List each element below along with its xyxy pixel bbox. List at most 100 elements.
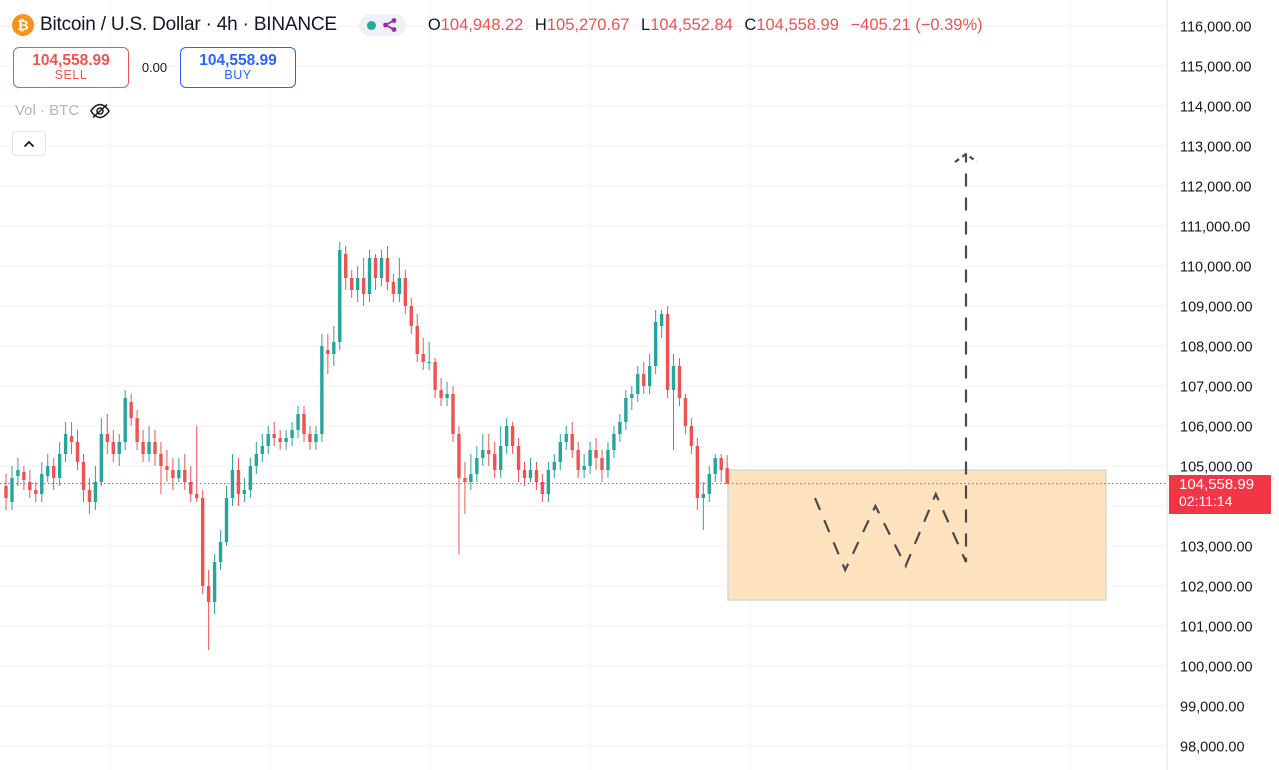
candle bbox=[457, 426, 461, 554]
candle bbox=[564, 426, 568, 450]
candle-body bbox=[87, 490, 92, 502]
candle-body bbox=[594, 450, 598, 458]
candle-body bbox=[165, 466, 169, 470]
candle-body bbox=[415, 326, 419, 354]
price-scale[interactable]: 116,000.00 115,000.00 114,000.00 113,000.00… bbox=[1166, 0, 1253, 770]
candle-body bbox=[63, 434, 68, 454]
candle bbox=[600, 450, 604, 482]
candle-body bbox=[558, 442, 562, 462]
candle-body bbox=[147, 442, 151, 454]
projection-path-layer bbox=[813, 152, 978, 573]
candle-body bbox=[647, 366, 652, 386]
candle bbox=[135, 410, 139, 450]
candle bbox=[93, 466, 98, 510]
candle bbox=[111, 430, 115, 462]
open-value: 104,948.22 bbox=[440, 15, 524, 34]
market-status-pill[interactable] bbox=[358, 14, 406, 36]
candle-body bbox=[123, 398, 127, 442]
candle-body bbox=[463, 478, 467, 482]
candle bbox=[57, 442, 62, 486]
candle bbox=[302, 406, 306, 442]
candle-body bbox=[403, 278, 408, 306]
bar-countdown: 02:11:14 bbox=[1179, 492, 1233, 509]
price-tick-label: 108,000.00 bbox=[1180, 340, 1253, 356]
candle bbox=[63, 422, 68, 462]
candle bbox=[99, 418, 104, 486]
candle bbox=[713, 454, 717, 482]
price-tick-label: 107,000.00 bbox=[1180, 380, 1253, 396]
ohlc-values: O104,948.22 H105,270.67 L104,552.84 C104… bbox=[428, 16, 990, 35]
candle-body bbox=[272, 434, 276, 438]
high-value: 105,270.67 bbox=[546, 15, 630, 34]
eye-hidden-icon[interactable] bbox=[89, 103, 111, 119]
candle bbox=[10, 466, 14, 510]
candle-body bbox=[540, 482, 545, 494]
price-tick-label: 113,000.00 bbox=[1180, 140, 1252, 156]
candle-body bbox=[284, 438, 288, 442]
candle bbox=[367, 250, 372, 302]
candle-body bbox=[40, 474, 44, 494]
candle bbox=[725, 455, 729, 484]
candle bbox=[558, 434, 562, 470]
projection-zone[interactable] bbox=[727, 469, 1107, 601]
candle bbox=[642, 362, 646, 394]
candle-body bbox=[510, 426, 515, 446]
candle bbox=[272, 422, 276, 446]
candle-body bbox=[534, 470, 539, 482]
candle bbox=[200, 490, 205, 594]
candle bbox=[177, 458, 181, 482]
candle bbox=[433, 358, 437, 398]
candle bbox=[230, 454, 235, 506]
candle bbox=[16, 458, 20, 486]
candle bbox=[224, 486, 229, 546]
candle bbox=[493, 442, 497, 478]
candle-body bbox=[445, 394, 449, 398]
candle bbox=[451, 386, 455, 442]
candle-body bbox=[248, 466, 253, 490]
candle bbox=[373, 254, 378, 290]
candle-body bbox=[695, 446, 700, 498]
candle bbox=[28, 470, 32, 498]
candle-body bbox=[260, 446, 264, 454]
price-tick-label: 100,000.00 bbox=[1180, 660, 1253, 676]
candle-body bbox=[129, 402, 133, 418]
candle bbox=[445, 382, 449, 406]
symbol-legend: ₿ Bitcoin / U.S. Dollar · 4h · BINANCE O… bbox=[12, 14, 990, 36]
candle bbox=[653, 310, 658, 374]
price-tick-label: 115,000.00 bbox=[1180, 60, 1252, 76]
candle bbox=[576, 442, 580, 478]
candle-body bbox=[189, 482, 193, 494]
price-tick-label: 103,000.00 bbox=[1180, 540, 1253, 556]
candle-body bbox=[600, 458, 604, 470]
buy-button[interactable]: 104,558.99 BUY bbox=[180, 47, 296, 88]
candle bbox=[296, 406, 300, 438]
candle-body bbox=[16, 470, 20, 476]
candle-body bbox=[105, 434, 110, 442]
sell-price: 104,558.99 bbox=[32, 52, 110, 70]
sell-button[interactable]: 104,558.99 SELL bbox=[13, 47, 129, 88]
candle-body bbox=[719, 458, 723, 470]
projection-path[interactable] bbox=[813, 154, 968, 573]
candle-body bbox=[242, 490, 247, 494]
candle bbox=[105, 414, 110, 454]
candle-body bbox=[195, 494, 199, 498]
volume-indicator[interactable]: Vol · BTC bbox=[15, 102, 111, 119]
candle bbox=[290, 422, 294, 446]
candle-body bbox=[528, 470, 533, 478]
candle-body bbox=[57, 454, 62, 478]
candle bbox=[522, 462, 527, 486]
projection-arrowhead bbox=[954, 152, 978, 163]
share-icon bbox=[382, 18, 397, 32]
collapse-legend-button[interactable] bbox=[12, 131, 46, 156]
candle bbox=[189, 466, 193, 502]
candle-body bbox=[481, 450, 485, 458]
candle bbox=[22, 466, 26, 490]
symbol-title[interactable]: Bitcoin / U.S. Dollar · 4h · BINANCE bbox=[40, 14, 337, 35]
market-open-dot-icon bbox=[366, 20, 376, 30]
candle-body bbox=[4, 486, 8, 498]
candle bbox=[475, 446, 479, 482]
last-price-value: 104,558.99 bbox=[1179, 476, 1255, 493]
candle-body bbox=[99, 434, 104, 482]
chevron-up-icon bbox=[23, 140, 35, 147]
